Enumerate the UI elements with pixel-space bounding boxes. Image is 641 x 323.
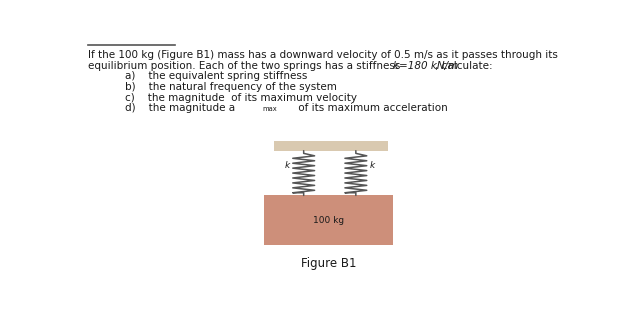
Text: a)    the equivalent spring stiffness: a) the equivalent spring stiffness (125, 71, 307, 81)
Text: Figure B1: Figure B1 (301, 257, 356, 270)
Text: k: k (370, 161, 375, 170)
Bar (264, 195, 393, 245)
Text: , calculate:: , calculate: (435, 61, 492, 71)
Text: k=180 kN/m: k=180 kN/m (392, 61, 458, 71)
Bar (274, 141, 388, 151)
Text: equilibrium position. Each of the two springs has a stiffness: equilibrium position. Each of the two sp… (88, 61, 403, 71)
Text: of its maximum acceleration: of its maximum acceleration (295, 103, 447, 113)
Text: max: max (262, 106, 277, 112)
Text: 100 kg: 100 kg (313, 216, 344, 225)
Text: k: k (285, 161, 290, 170)
Text: If the 100 kg (Figure B1) mass has a downward velocity of 0.5 m/s as it passes t: If the 100 kg (Figure B1) mass has a dow… (88, 50, 558, 60)
Text: c)    the magnitude  of its maximum velocity: c) the magnitude of its maximum velocity (125, 93, 357, 103)
Text: b)    the natural frequency of the system: b) the natural frequency of the system (125, 82, 337, 92)
Text: d)    the magnitude a: d) the magnitude a (125, 103, 235, 113)
